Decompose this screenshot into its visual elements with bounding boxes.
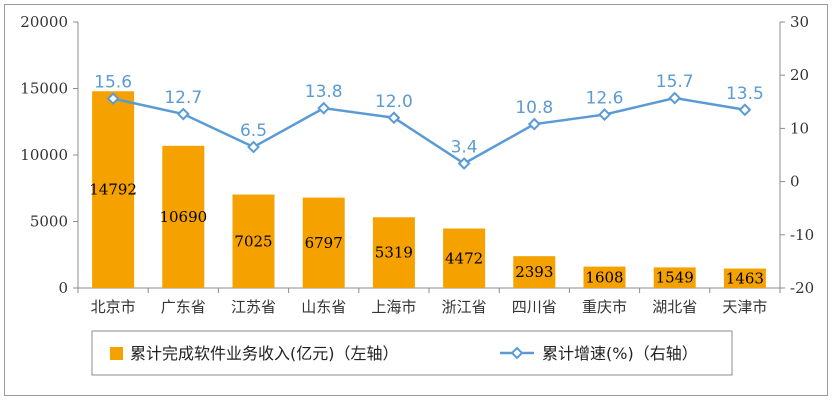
legend-bar-swatch: [110, 347, 123, 360]
right-tick-label: -10: [790, 226, 814, 244]
category-label: 北京市: [91, 298, 136, 316]
bar: [92, 91, 135, 288]
bar-value-label: 14792: [89, 181, 137, 199]
line-value-label: 12.6: [586, 89, 624, 109]
right-tick-label: 10: [790, 119, 809, 137]
line-value-label: 6.5: [240, 121, 267, 141]
right-tick-label: 30: [790, 13, 809, 31]
line-point-marker: [668, 91, 682, 105]
line-value-label: 15.7: [656, 72, 694, 92]
legend-box: [91, 330, 733, 376]
right-tick-label: 20: [790, 66, 809, 84]
left-tick-label: 10000: [20, 146, 68, 164]
line-point-marker: [738, 103, 752, 117]
line-value-label: 13.8: [305, 82, 343, 102]
line-point-marker: [598, 108, 611, 121]
bar-value-label: 1463: [726, 269, 764, 287]
bar: [513, 256, 556, 288]
bar: [232, 194, 275, 288]
bar: [443, 228, 486, 288]
bar-value-label: 4472: [445, 249, 483, 267]
bar: [583, 266, 626, 288]
category-label: 上海市: [371, 298, 416, 316]
line-point-marker: [176, 107, 190, 121]
bar-value-label: 7025: [234, 232, 272, 250]
right-tick-label: -20: [790, 279, 814, 297]
line-value-label: 12.7: [164, 88, 202, 108]
line-point-marker: [106, 92, 120, 106]
line-point-marker: [527, 117, 541, 131]
line-point-marker: [457, 157, 471, 170]
right-tick-label: 0: [790, 173, 800, 191]
bar: [372, 217, 415, 288]
bar-value-label: 5319: [375, 244, 413, 262]
category-label: 天津市: [722, 298, 767, 316]
bar-value-label: 1608: [585, 268, 623, 286]
category-label: 四川省: [512, 298, 557, 316]
growth-line: [112, 96, 746, 165]
bar-value-label: 2393: [515, 263, 553, 281]
bar: [162, 145, 205, 288]
legend-line-marker: [510, 346, 524, 360]
line-point-marker: [317, 101, 331, 115]
line-value-label: 12.0: [375, 92, 413, 112]
line-point-marker: [247, 140, 260, 154]
left-tick-label: 5000: [30, 213, 68, 231]
line-value-label: 13.5: [726, 84, 764, 104]
line-value-label: 10.8: [515, 98, 553, 118]
left-tick-label: 0: [58, 279, 68, 297]
category-label: 浙江省: [442, 298, 487, 316]
bar: [653, 267, 696, 288]
bar: [723, 268, 766, 288]
bar-value-label: 6797: [305, 234, 343, 252]
left-tick-label: 15000: [20, 80, 68, 98]
left-tick-label: 20000: [20, 13, 68, 31]
line-point-marker: [387, 111, 401, 125]
bar-value-label: 1549: [656, 269, 694, 287]
legend-line-label: 累计增速(%)（右轴）: [542, 344, 698, 363]
category-label: 广东省: [161, 298, 206, 316]
bar: [302, 197, 345, 288]
category-label: 山东省: [301, 298, 346, 316]
line-value-label: 3.4: [451, 138, 478, 158]
category-label: 重庆市: [582, 298, 627, 316]
legend-bar-label: 累计完成软件业务收入(亿元)（左轴）: [130, 344, 399, 363]
line-value-label: 15.6: [94, 73, 132, 93]
category-label: 湖北省: [652, 298, 697, 316]
category-label: 江苏省: [231, 298, 276, 316]
bar-value-label: 10690: [159, 208, 207, 226]
